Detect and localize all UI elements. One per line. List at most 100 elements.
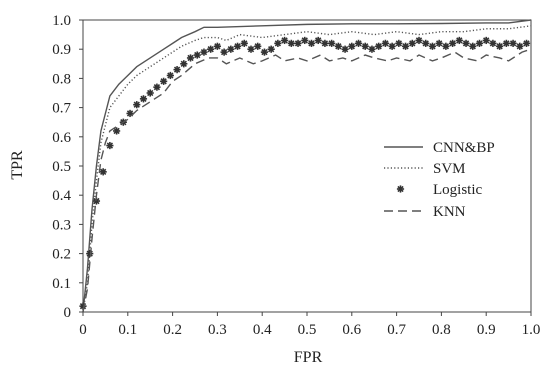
data-point <box>422 39 430 47</box>
data-point <box>334 42 342 50</box>
y-tick-label: 0 <box>64 305 72 321</box>
data-point <box>482 36 490 45</box>
data-point <box>133 101 141 109</box>
data-point <box>408 39 416 47</box>
data-point <box>153 83 161 91</box>
data-point <box>435 39 443 47</box>
y-axis-label: TPR <box>9 150 26 180</box>
ticks: 0 0.1 0.2 0.3 0.4 0.5 0.6 0.7 0.8 0.9 1.0 0 0.1 0.2 0.… <box>52 13 540 338</box>
data-point <box>368 45 376 53</box>
legend-item-logistic: Logistic <box>396 182 483 198</box>
series-svm-line <box>82 25 532 313</box>
x-tick-label: 0.5 <box>298 322 317 338</box>
y-tick-label: 0.3 <box>52 217 71 233</box>
data-point <box>321 39 329 47</box>
y-tick-label: 1.0 <box>52 13 71 29</box>
x-tick-label: 0.7 <box>387 322 406 338</box>
data-point <box>395 39 403 47</box>
y-tick-label: 0.9 <box>52 42 71 58</box>
data-point <box>375 42 383 50</box>
data-point <box>207 45 215 53</box>
data-point <box>99 168 107 176</box>
data-point <box>186 54 195 62</box>
data-point <box>462 39 470 47</box>
data-point <box>354 39 363 47</box>
data-point <box>475 39 484 47</box>
legend-label: CNN&BP <box>433 140 495 156</box>
legend: CNN&BP SVM Logistic KNN <box>384 140 495 220</box>
data-point <box>220 48 228 56</box>
y-tick-label: 0.4 <box>52 188 71 204</box>
data-point <box>267 45 275 53</box>
data-point <box>301 36 309 45</box>
data-point <box>106 141 114 150</box>
series-knn-line <box>82 48 532 313</box>
data-point <box>381 39 389 47</box>
legend-item-svm: SVM <box>384 161 466 177</box>
data-point <box>509 39 517 47</box>
data-point <box>489 39 497 47</box>
series-cnn-bp-line <box>82 19 532 313</box>
x-tick-label: 1.0 <box>522 322 541 338</box>
legend-marker <box>396 185 405 193</box>
data-point <box>200 48 208 56</box>
data-point <box>361 42 369 50</box>
y-tick-label: 0.5 <box>52 159 71 175</box>
data-point <box>469 42 477 50</box>
data-point <box>516 42 524 50</box>
legend-label: Logistic <box>433 182 483 198</box>
data-point <box>193 51 201 59</box>
data-point <box>254 42 262 50</box>
legend-label: SVM <box>433 161 466 177</box>
data-point <box>146 89 154 97</box>
data-point <box>314 36 322 45</box>
data-point <box>496 42 504 50</box>
series-logistic <box>79 36 531 310</box>
data-point <box>113 127 121 135</box>
data-point <box>139 95 148 103</box>
data-point <box>294 39 302 47</box>
x-tick-label: 0.9 <box>477 322 496 338</box>
x-tick-label: 0.6 <box>342 322 361 338</box>
data-point <box>274 39 282 47</box>
data-point <box>442 42 450 50</box>
data-point <box>173 66 181 74</box>
x-tick-label: 0.3 <box>208 322 227 338</box>
data-point <box>455 36 463 45</box>
data-point <box>247 45 255 53</box>
x-tick-label: 0.1 <box>118 322 137 338</box>
data-point <box>180 60 188 68</box>
legend-label: KNN <box>433 204 466 220</box>
data-point <box>328 39 336 47</box>
data-point <box>240 39 248 47</box>
y-tick-label: 0.8 <box>52 71 71 87</box>
legend-item-knn: KNN <box>384 204 466 220</box>
data-point <box>307 39 316 47</box>
x-tick-label: 0.2 <box>163 322 182 338</box>
data-point <box>160 77 168 85</box>
data-point <box>213 42 221 50</box>
data-point <box>341 45 349 53</box>
data-point <box>348 42 356 50</box>
data-point <box>502 39 510 47</box>
data-point <box>415 36 423 45</box>
x-tick-label: 0 <box>79 322 87 338</box>
data-point <box>428 42 437 50</box>
y-tick-label: 0.2 <box>52 247 71 263</box>
data-point <box>166 71 174 80</box>
y-tick-label: 0.1 <box>52 276 71 292</box>
data-point <box>522 39 531 47</box>
data-point <box>233 42 242 50</box>
data-point <box>449 39 457 47</box>
data-point <box>92 197 101 205</box>
y-tick-label: 0.6 <box>52 130 71 146</box>
x-axis-label: FPR <box>294 349 323 366</box>
data-point <box>260 48 269 56</box>
data-point <box>388 42 396 50</box>
data-point <box>227 45 235 53</box>
data-point <box>287 39 295 47</box>
data-point <box>281 36 289 45</box>
x-tick-label: 0.8 <box>432 322 451 338</box>
series-layer <box>79 19 532 313</box>
